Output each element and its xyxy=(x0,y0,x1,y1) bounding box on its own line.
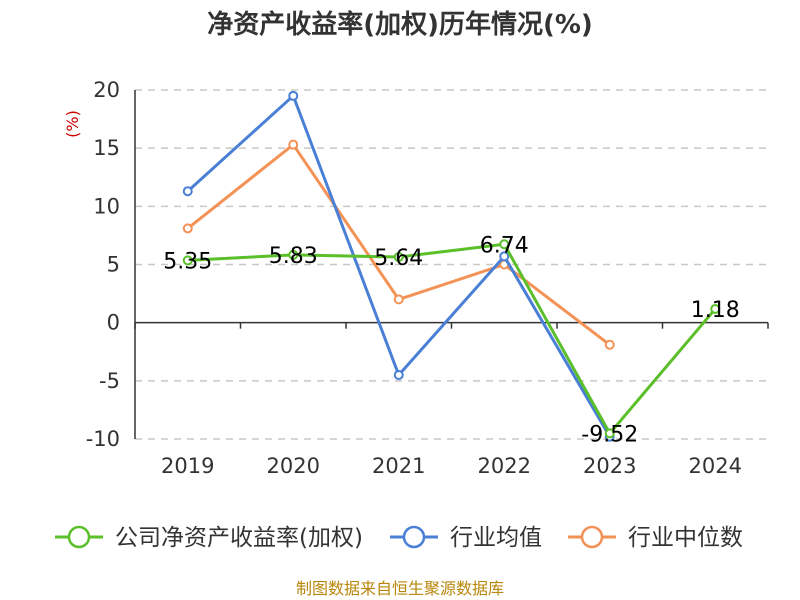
legend-marker xyxy=(67,525,91,549)
x-tick-labels: 2019 2020 2021 2022 2023 2024 xyxy=(161,454,742,478)
data-point xyxy=(499,239,510,250)
data-point xyxy=(182,255,193,266)
y-tick-label: 0 xyxy=(107,311,120,335)
data-label: 5.83 xyxy=(269,244,318,269)
data-point xyxy=(288,249,299,260)
legend-marker xyxy=(580,525,604,549)
data-label: -9.52 xyxy=(581,422,638,447)
legend-label: 公司净资产收益率(加权) xyxy=(115,525,363,551)
legend-label: 行业中位数 xyxy=(628,525,743,551)
legend: 公司净资产收益率(加权) 行业均值 行业中位数 xyxy=(55,525,743,551)
data-point xyxy=(393,370,404,381)
x-tick-label: 2020 xyxy=(267,454,320,478)
data-point xyxy=(288,139,299,150)
x-tick-label: 2023 xyxy=(583,454,636,478)
series-line xyxy=(186,143,611,346)
series-line xyxy=(187,242,717,435)
x-tick-label: 2024 xyxy=(689,454,742,478)
data-label: 5.64 xyxy=(374,246,423,271)
data-point xyxy=(604,339,615,350)
data-label: 5.35 xyxy=(163,249,212,274)
axes xyxy=(134,90,769,439)
data-point xyxy=(393,252,404,263)
data-point xyxy=(499,251,510,262)
y-tick-label: 15 xyxy=(93,136,120,160)
y-tick-label: 20 xyxy=(93,78,120,102)
x-tick-label: 2022 xyxy=(478,454,531,478)
legend-marker xyxy=(402,525,426,549)
chart-title: 净资产收益率(加权)历年情况(%) xyxy=(207,9,593,40)
data-label: 1.18 xyxy=(691,298,740,323)
y-tick-label: -10 xyxy=(86,427,120,451)
data-point xyxy=(288,90,299,101)
data-point xyxy=(182,186,193,197)
y-tick-label: -5 xyxy=(99,369,120,393)
data-labels: 5.35 5.83 5.64 6.74 -9.52 1.18 xyxy=(163,233,739,447)
y-tick-label: 5 xyxy=(107,253,120,277)
source-note: 制图数据来自恒生聚源数据库 xyxy=(296,579,504,598)
data-label: 6.74 xyxy=(480,233,529,258)
x-tick-label: 2019 xyxy=(161,454,214,478)
y-tick-labels: 20 15 10 5 0 -5 -10 xyxy=(86,78,120,451)
data-point xyxy=(710,303,721,314)
data-point xyxy=(182,223,193,234)
series-lines xyxy=(182,90,721,442)
legend-label: 行业均值 xyxy=(450,525,542,551)
y-axis-unit: (%) xyxy=(63,110,82,138)
data-point xyxy=(604,428,615,439)
grid-lines xyxy=(135,89,768,440)
x-tick-label: 2021 xyxy=(372,454,425,478)
y-tick-label: 10 xyxy=(93,194,120,218)
data-point xyxy=(393,294,404,305)
